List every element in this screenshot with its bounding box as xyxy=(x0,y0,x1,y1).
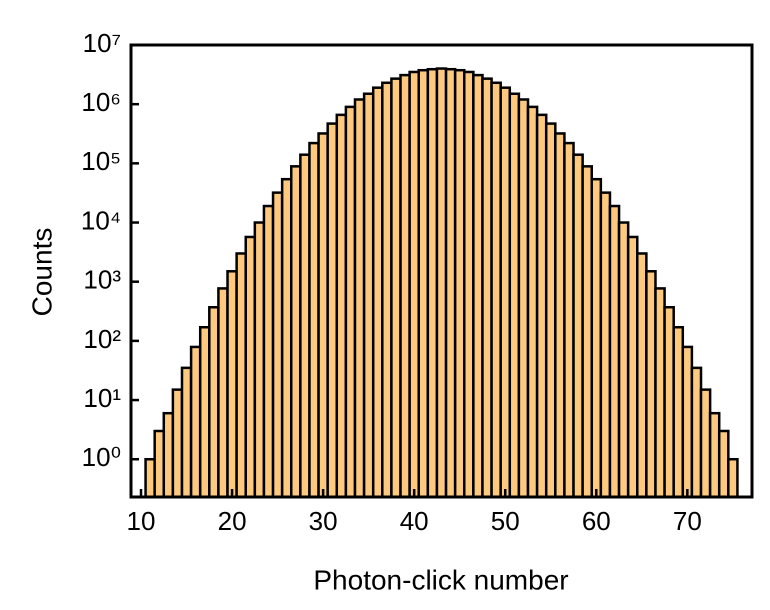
bar xyxy=(608,204,621,499)
bar xyxy=(727,457,739,499)
bar xyxy=(144,457,156,499)
bar xyxy=(699,388,712,499)
bar xyxy=(572,153,584,499)
bar xyxy=(308,141,320,499)
bar xyxy=(198,325,211,499)
bar xyxy=(563,141,575,499)
bar xyxy=(681,345,694,499)
x-tick-label: 50 xyxy=(491,506,520,536)
bar xyxy=(153,429,166,499)
bar xyxy=(390,77,402,499)
bar xyxy=(171,388,184,499)
y-axis-title: Counts xyxy=(26,228,57,317)
bar xyxy=(408,70,420,499)
bar xyxy=(717,429,730,499)
y-tick-label: 10⁷ xyxy=(83,28,121,58)
bar xyxy=(317,132,329,499)
y-tick-label: 10¹ xyxy=(83,383,121,413)
x-tick-label: 30 xyxy=(309,506,338,536)
bar xyxy=(508,92,521,499)
y-tick-label: 10² xyxy=(83,324,121,354)
bar xyxy=(244,235,257,499)
bar xyxy=(353,98,366,499)
bar xyxy=(162,411,175,499)
bar xyxy=(453,68,466,499)
bar xyxy=(490,81,502,499)
bar xyxy=(208,306,220,499)
bar xyxy=(554,132,566,499)
y-tick-label: 10³ xyxy=(83,265,121,295)
bar xyxy=(417,68,430,499)
bar xyxy=(654,287,666,499)
bar xyxy=(235,252,247,499)
bar xyxy=(663,306,675,499)
bar xyxy=(599,191,612,499)
bar xyxy=(581,165,593,499)
bar xyxy=(426,67,439,499)
bar xyxy=(499,86,512,499)
y-tick-label: 10⁰ xyxy=(82,442,121,472)
x-tick-label: 10 xyxy=(127,506,156,536)
bar xyxy=(271,191,284,499)
bar xyxy=(672,325,685,499)
x-tick-label: 40 xyxy=(400,506,429,536)
bar xyxy=(708,411,721,499)
x-tick-label: 20 xyxy=(218,506,247,536)
bar xyxy=(217,287,229,499)
bar xyxy=(253,221,266,499)
plot-frame xyxy=(129,43,754,499)
bar xyxy=(463,70,475,499)
bar xyxy=(626,235,639,499)
bar xyxy=(444,67,457,499)
bar xyxy=(481,77,493,499)
bar xyxy=(299,153,311,499)
bar xyxy=(362,92,375,499)
bar xyxy=(344,105,357,499)
bar xyxy=(590,177,603,499)
bar xyxy=(290,165,302,499)
bar xyxy=(435,67,448,499)
bar xyxy=(262,204,275,499)
bar xyxy=(226,270,238,499)
bar xyxy=(399,73,411,499)
bar xyxy=(617,221,630,499)
y-tick-label: 10⁴ xyxy=(81,205,121,235)
bar xyxy=(645,270,657,499)
bar xyxy=(517,98,530,499)
x-tick-label: 60 xyxy=(582,506,611,536)
bar xyxy=(381,81,393,499)
bar xyxy=(280,177,293,499)
bar xyxy=(690,366,703,499)
bar xyxy=(636,252,648,499)
x-axis-title: Photon-click number xyxy=(313,564,568,595)
bar xyxy=(326,122,339,499)
y-tick-label: 10⁶ xyxy=(81,87,121,117)
bar xyxy=(544,122,557,499)
y-tick-label: 10⁵ xyxy=(81,146,121,176)
bar xyxy=(180,366,193,499)
bar xyxy=(189,345,202,499)
bar xyxy=(371,86,384,499)
bar xyxy=(526,105,539,499)
bar xyxy=(335,113,348,499)
bar xyxy=(472,73,484,499)
bar xyxy=(535,113,548,499)
x-tick-label: 70 xyxy=(673,506,702,536)
